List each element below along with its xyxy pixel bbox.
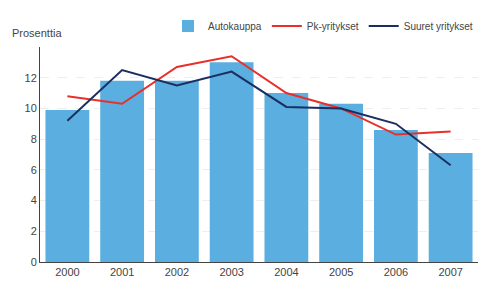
svg-text:2002: 2002: [165, 266, 189, 278]
svg-text:2005: 2005: [329, 266, 353, 278]
svg-text:8: 8: [31, 133, 37, 145]
svg-text:12: 12: [25, 72, 37, 84]
svg-text:2: 2: [31, 225, 37, 237]
svg-text:Autokauppa: Autokauppa: [208, 21, 262, 32]
svg-text:6: 6: [31, 164, 37, 176]
svg-text:2001: 2001: [110, 266, 134, 278]
svg-text:Pk-yritykset: Pk-yritykset: [307, 21, 359, 32]
svg-text:4: 4: [31, 194, 37, 206]
svg-text:10: 10: [25, 102, 37, 114]
svg-text:0: 0: [31, 256, 37, 268]
svg-text:2004: 2004: [274, 266, 298, 278]
svg-text:2006: 2006: [384, 266, 408, 278]
svg-text:2000: 2000: [55, 266, 79, 278]
svg-text:2007: 2007: [438, 266, 462, 278]
svg-text:2003: 2003: [219, 266, 243, 278]
svg-text:Suuret yritykset: Suuret yritykset: [404, 21, 473, 32]
svg-text:Prosenttia: Prosenttia: [12, 27, 62, 39]
